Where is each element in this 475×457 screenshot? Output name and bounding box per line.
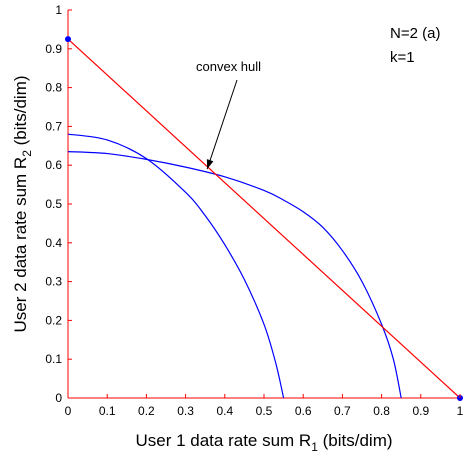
x-tick-label: 0.9 — [412, 404, 429, 418]
annotation-arrow-line — [206, 79, 238, 170]
axes — [67, 10, 460, 399]
y-tick-label: 1 — [55, 3, 62, 17]
x-tick-label: 0.2 — [138, 404, 155, 418]
y-tick-label: 0.7 — [45, 119, 62, 133]
x-tick-label: 0.7 — [334, 404, 351, 418]
y-tick-label: 0.1 — [45, 352, 62, 366]
x-tick-label: 0.8 — [373, 404, 390, 418]
y-tick-label: 0.6 — [45, 158, 62, 172]
x-axis-label: User 1 data rate sum R1 (bits/dim) — [135, 431, 392, 454]
x-tick-label: 0.3 — [177, 404, 194, 418]
y-tick-label: 0.2 — [45, 313, 62, 327]
ticks-group: 0 0.1 0.2 0.3 0.4 0.5 0.6 0.7 0.8 0.9 1 0 0.1 0.2 0.3 0… — [45, 3, 463, 418]
y-tick-label: 0.5 — [45, 197, 62, 211]
annotation-convex-hull: convex hull — [196, 59, 261, 74]
y-tick-label: 0 — [55, 391, 62, 405]
annotation-arrow-head — [206, 159, 214, 170]
series-group — [65, 36, 463, 401]
y-tick-label: 0.4 — [45, 236, 62, 250]
series-line-2 — [67, 38, 461, 399]
x-tick-label: 0.5 — [256, 404, 273, 418]
y-axis-label: User 2 data rate sum R2 (bits/dim) — [11, 75, 34, 332]
x-tick-label: 1 — [457, 404, 464, 418]
annotation-k: k=1 — [390, 49, 415, 66]
y-tick-label: 0.8 — [45, 81, 62, 95]
annotation-n: N=2 (a) — [390, 25, 440, 42]
data-point-0 — [65, 36, 71, 43]
series-line-0 — [67, 133, 285, 399]
x-tick-label: 0.6 — [295, 404, 312, 418]
y-tick-label: 0.9 — [45, 42, 62, 56]
labels-group: User 1 data rate sum R1 (bits/dim) User 2… — [11, 25, 440, 454]
y-tick-label: 0.3 — [45, 275, 62, 289]
series-line-1 — [67, 151, 402, 399]
x-tick-label: 0 — [65, 404, 72, 418]
x-tick-label: 0.4 — [216, 404, 233, 418]
x-tick-label: 0.1 — [99, 404, 116, 418]
